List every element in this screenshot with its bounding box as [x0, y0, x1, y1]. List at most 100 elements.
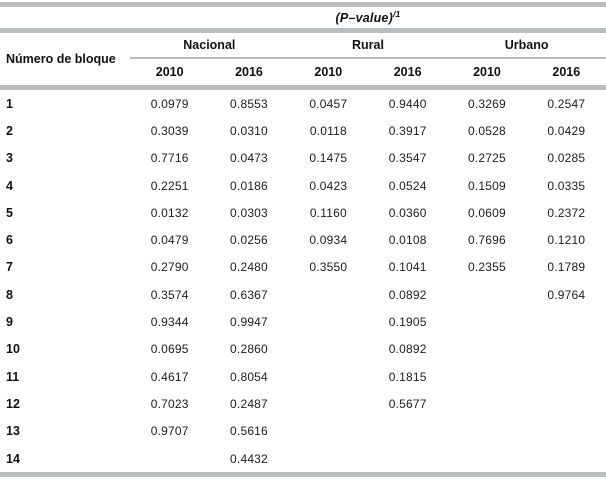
pvalue-cell: 0.2725 — [468, 151, 506, 166]
pvalue-cell: 0.1509 — [468, 178, 506, 193]
block-number: 6 — [6, 233, 13, 248]
pvalue-cell: 0.0303 — [230, 205, 268, 220]
bottom-rule — [0, 472, 606, 478]
pvalue-cell: 0.2547 — [547, 96, 586, 111]
table-title-row: (P–value)/1 — [0, 7, 606, 28]
header-bottom-rule — [0, 85, 606, 90]
table-row: 9 0.9344 0.9947 0.1905 — [0, 308, 606, 335]
block-number: 5 — [6, 205, 13, 220]
pvalue-cell: 0.8553 — [230, 96, 268, 111]
pvalue-cell: 0.7716 — [150, 151, 189, 166]
pvalue-cell: 0.9707 — [150, 424, 189, 439]
pvalue-cell: 0.0473 — [230, 151, 268, 166]
pvalue-cell: 0.0335 — [547, 178, 586, 193]
pvalue-cell: 0.1789 — [547, 260, 586, 275]
pvalue-cell: 0.3917 — [388, 123, 427, 138]
pvalue-cell: 0.0892 — [388, 287, 427, 302]
table-title-main: (P–value) — [335, 10, 393, 25]
table-row: 10 0.0695 0.2860 0.0892 — [0, 336, 606, 363]
pvalue-cell: 0.7023 — [150, 396, 189, 411]
pvalue-cell: 0.2480 — [230, 260, 268, 275]
block-number: 12 — [6, 396, 20, 411]
column-headers: Nacional Rural Urbano 2010 2016 2010 201… — [130, 33, 606, 85]
pvalue-cell: 0.1210 — [547, 233, 586, 248]
table-row: 1 0.0979 0.8553 0.0457 0.9440 0.3269 0.2… — [0, 90, 606, 117]
pvalue-cell: 0.0609 — [468, 205, 506, 220]
pvalue-cell: 0.0524 — [388, 178, 427, 193]
pvalue-cell: 0.0423 — [309, 178, 348, 193]
year-header-rural-2016: 2016 — [393, 65, 422, 79]
pvalue-cell: 0.3039 — [150, 123, 189, 138]
block-number: 10 — [6, 342, 20, 357]
group-header-rural: Rural — [352, 38, 384, 52]
pvalue-cell: 0.9947 — [230, 315, 268, 330]
pvalue-cell: 0.9344 — [150, 315, 189, 330]
pvalue-cell: 0.3550 — [309, 260, 348, 275]
pvalue-cell: 0.6367 — [230, 287, 268, 302]
pvalue-cell: 0.4432 — [230, 451, 268, 466]
pvalue-cell: 0.9440 — [388, 96, 427, 111]
pvalue-cell: 0.0256 — [230, 233, 268, 248]
pvalue-cell: 0.2372 — [547, 205, 586, 220]
year-header-row: 2010 2016 2010 2016 2010 2016 — [130, 59, 606, 85]
pvalue-cell: 0.3574 — [150, 287, 189, 302]
pvalue-cell: 0.1815 — [388, 369, 427, 384]
row-label-header: Número de bloque — [6, 52, 116, 66]
table-row: 11 0.4617 0.8054 0.1815 — [0, 363, 606, 390]
pvalue-cell: 0.1475 — [309, 151, 348, 166]
table-row: 2 0.3039 0.0310 0.0118 0.3917 0.0528 0.0… — [0, 117, 606, 144]
group-header-row: Nacional Rural Urbano — [130, 33, 606, 57]
pvalue-cell: 0.0479 — [150, 233, 189, 248]
pvalue-cell: 0.0285 — [547, 151, 586, 166]
table-title: (P–value)/1 — [130, 8, 606, 25]
block-number: 4 — [6, 178, 13, 193]
block-number: 14 — [6, 451, 20, 466]
pvalue-cell: 0.0186 — [230, 178, 268, 193]
table-body: 1 0.0979 0.8553 0.0457 0.9440 0.3269 0.2… — [0, 90, 606, 472]
table-row: 14 0.4432 — [0, 445, 606, 472]
group-underline-rule — [130, 57, 606, 59]
group-header-nacional: Nacional — [183, 38, 236, 52]
table-row: 12 0.7023 0.2487 0.5677 — [0, 390, 606, 417]
table-row: 6 0.0479 0.0256 0.0934 0.0108 0.7696 0.1… — [0, 226, 606, 253]
pvalue-cell: 0.0528 — [468, 123, 506, 138]
pvalue-cell: 0.2355 — [468, 260, 506, 275]
pvalue-cell: 0.5677 — [388, 396, 427, 411]
pvalue-cell: 0.4617 — [150, 369, 189, 384]
year-header-nacional-2010: 2010 — [155, 65, 184, 79]
pvalue-cell: 0.0934 — [309, 233, 348, 248]
block-number: 1 — [6, 96, 13, 111]
title-bottom-rule — [0, 28, 606, 33]
table-row: 7 0.2790 0.2480 0.3550 0.1041 0.2355 0.1… — [0, 254, 606, 281]
block-number: 11 — [6, 369, 20, 384]
pvalue-cell: 0.0892 — [388, 342, 427, 357]
top-rule — [0, 2, 606, 7]
pvalue-cell: 0.1160 — [309, 205, 347, 220]
pvalue-cell: 0.3547 — [388, 151, 427, 166]
pvalue-cell: 0.0132 — [150, 205, 189, 220]
pvalue-cell: 0.2790 — [150, 260, 189, 275]
pvalue-cell: 0.0310 — [230, 123, 268, 138]
year-header-urbano-2010: 2010 — [473, 65, 501, 79]
block-number: 9 — [6, 315, 13, 330]
pvalue-cell: 0.2251 — [150, 178, 189, 193]
pvalue-cell: 0.3269 — [468, 96, 506, 111]
year-header-urbano-2016: 2016 — [552, 65, 581, 79]
pvalue-cell: 0.0118 — [309, 123, 347, 138]
table-title-footnote-marker: /1 — [392, 8, 401, 19]
year-header-nacional-2016: 2016 — [235, 65, 263, 79]
block-number: 8 — [6, 287, 13, 302]
pvalue-cell: 0.1905 — [388, 315, 427, 330]
pvalue-cell: 0.2487 — [230, 396, 268, 411]
pvalue-cell: 0.9764 — [547, 287, 586, 302]
pvalue-cell: 0.0695 — [150, 342, 189, 357]
pvalue-cell: 0.8054 — [230, 369, 268, 384]
table-row: 4 0.2251 0.0186 0.0423 0.0524 0.1509 0.0… — [0, 172, 606, 199]
pvalue-cell: 0.0979 — [150, 96, 189, 111]
pvalue-cell: 0.5616 — [230, 424, 268, 439]
table-row: 8 0.3574 0.6367 0.0892 0.9764 — [0, 281, 606, 308]
pvalue-cell: 0.7696 — [468, 233, 506, 248]
block-number: 2 — [6, 123, 13, 138]
table-row: 5 0.0132 0.0303 0.1160 0.0360 0.0609 0.2… — [0, 199, 606, 226]
table-row: 3 0.7716 0.0473 0.1475 0.3547 0.2725 0.0… — [0, 145, 606, 172]
